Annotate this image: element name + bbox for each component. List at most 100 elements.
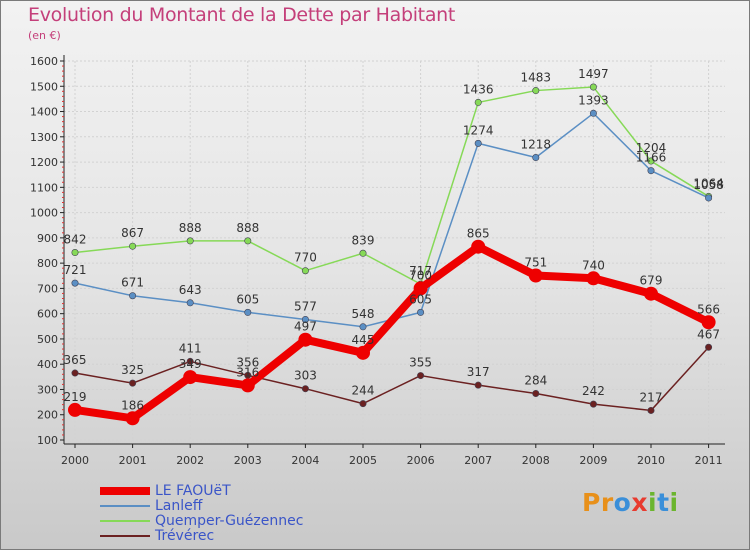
data-point: [129, 242, 137, 250]
data-point: [417, 308, 425, 316]
data-label: 317: [467, 365, 490, 379]
data-point: [186, 357, 194, 365]
data-point: [129, 292, 137, 300]
data-label: 1393: [578, 93, 609, 107]
data-point: [359, 323, 367, 331]
data-label: 643: [179, 283, 202, 297]
y-tick-label: 100: [37, 434, 58, 447]
data-label: 1064: [693, 176, 724, 190]
legend-label-quemper: Quemper-Guézennec: [155, 513, 304, 529]
data-label: 365: [64, 353, 87, 367]
data-point: [644, 286, 658, 301]
x-tick-label: 2010: [637, 454, 665, 467]
legend-swatch-treverec: [100, 535, 150, 537]
data-label: 740: [582, 258, 605, 272]
data-label: 1436: [463, 82, 494, 96]
proxiti-logo: Proxiti: [582, 488, 679, 517]
data-label: 316: [236, 365, 259, 379]
y-tick-label: 600: [37, 308, 58, 321]
legend-swatch-le-faouet: [100, 487, 150, 495]
data-point: [532, 154, 540, 162]
data-point: [528, 268, 543, 283]
data-label: 1497: [578, 67, 609, 81]
data-label: 566: [697, 302, 720, 316]
data-point: [186, 299, 194, 307]
data-point: [586, 271, 601, 286]
y-tick-label: 1200: [30, 156, 58, 169]
data-labels: 219 186 349 316 497 445 700 865 751 740 679 566 721 6…: [64, 67, 724, 412]
data-label: 356: [236, 355, 259, 369]
data-point: [647, 157, 655, 165]
x-tick-label: 2007: [464, 454, 492, 467]
y-tick-label: 500: [37, 333, 58, 346]
axes: 100 200 300 400 500 600 700 800 900 1000 1100 1200 1…: [30, 55, 725, 467]
data-label: 700: [409, 268, 432, 282]
chart-subtitle: (en €): [28, 29, 61, 42]
y-tick-label: 1400: [30, 106, 58, 119]
data-label: 888: [179, 221, 202, 235]
data-point: [647, 406, 655, 414]
data-label: 355: [409, 356, 432, 370]
y-tick-label: 400: [37, 358, 58, 371]
data-label: 1204: [636, 141, 667, 155]
logo-letter: o: [613, 488, 632, 517]
x-tick-label: 2006: [407, 454, 435, 467]
data-point: [244, 237, 252, 245]
data-point: [186, 237, 194, 245]
x-tick-label: 2005: [349, 454, 377, 467]
data-point: [129, 379, 137, 387]
data-point: [589, 109, 597, 117]
legend-label-lanleff: Lanleff: [155, 498, 203, 514]
data-point: [301, 267, 309, 275]
data-point: [589, 83, 597, 91]
data-point: [240, 378, 255, 393]
data-label: 865: [467, 227, 490, 241]
x-tick-label: 2002: [176, 454, 204, 467]
data-label: 303: [294, 369, 317, 383]
data-label: 1058: [693, 178, 724, 192]
series-line: [74, 112, 709, 328]
x-tick-label: 2000: [61, 454, 89, 467]
legend-label-le-faouet: LE FAOUëT: [155, 483, 231, 499]
logo-letter: i: [669, 488, 679, 517]
data-point: [532, 87, 540, 95]
data-point: [705, 343, 713, 351]
data-label: 839: [352, 233, 375, 247]
data-label: 605: [409, 292, 432, 306]
series-line: [74, 242, 711, 423]
data-label: 717: [409, 264, 432, 278]
data-point: [301, 385, 309, 393]
data-point: [68, 402, 82, 417]
data-label: 497: [294, 320, 317, 334]
data-point: [71, 249, 79, 257]
data-label: 577: [294, 299, 317, 313]
x-tick-label: 2003: [234, 454, 262, 467]
data-label: 605: [236, 292, 259, 306]
y-tick-label: 1000: [30, 207, 58, 220]
y-tick-label: 200: [37, 409, 58, 422]
series-line: [74, 86, 709, 285]
data-label: 467: [697, 327, 720, 341]
data-label: 721: [64, 263, 87, 277]
data-label: 671: [121, 276, 144, 290]
y-tick-label: 1300: [30, 131, 58, 144]
y-tick-label: 1100: [30, 181, 58, 194]
data-label: 242: [582, 384, 605, 398]
logo-letter: i: [648, 488, 658, 517]
y-tick-label: 700: [37, 282, 58, 295]
data-label: 325: [121, 363, 144, 377]
legend-swatch-quemper: [100, 520, 150, 522]
y-tick-label: 1500: [30, 80, 58, 93]
data-label: 770: [294, 251, 317, 265]
chart-title: Evolution du Montant de la Dette par Hab…: [28, 4, 456, 26]
data-label: 411: [179, 341, 202, 355]
data-label: 219: [64, 390, 87, 404]
data-point: [183, 370, 198, 385]
x-tick-label: 2011: [695, 454, 723, 467]
data-label: 548: [352, 307, 375, 321]
data-point: [71, 369, 79, 377]
logo-letter: t: [657, 488, 670, 517]
data-point: [474, 98, 482, 106]
data-label: 244: [352, 384, 375, 398]
